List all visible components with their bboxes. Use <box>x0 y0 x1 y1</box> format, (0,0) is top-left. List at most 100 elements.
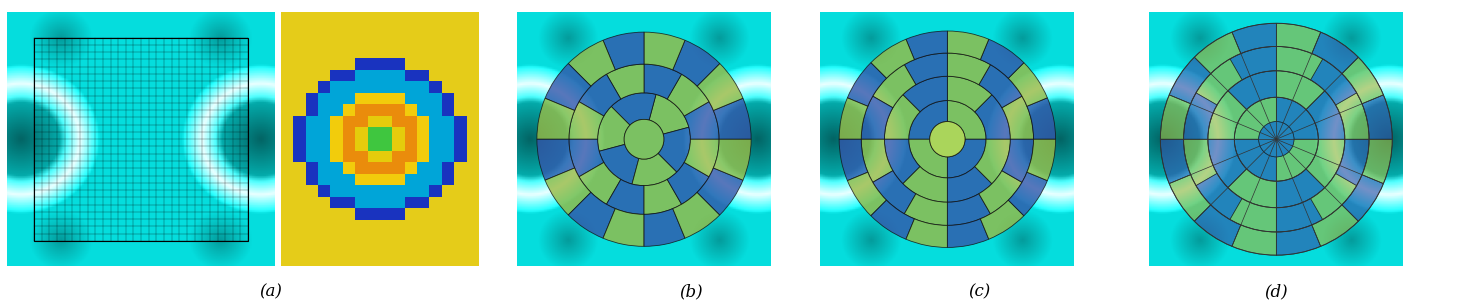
Wedge shape <box>909 101 947 139</box>
Wedge shape <box>1196 174 1243 220</box>
Wedge shape <box>684 139 719 177</box>
Wedge shape <box>975 139 1010 184</box>
Wedge shape <box>545 63 591 110</box>
Wedge shape <box>645 32 686 70</box>
Wedge shape <box>645 64 681 99</box>
Wedge shape <box>1170 57 1211 104</box>
Wedge shape <box>569 40 616 86</box>
Wedge shape <box>1276 97 1319 139</box>
Wedge shape <box>607 64 645 99</box>
Wedge shape <box>1230 47 1276 80</box>
Wedge shape <box>1194 32 1241 74</box>
Text: (b): (b) <box>680 283 703 300</box>
Wedge shape <box>1276 71 1325 110</box>
Wedge shape <box>871 200 914 239</box>
Wedge shape <box>905 194 947 225</box>
Wedge shape <box>947 76 991 112</box>
Wedge shape <box>673 40 719 86</box>
Text: (a): (a) <box>259 283 282 300</box>
Wedge shape <box>1228 71 1276 110</box>
Wedge shape <box>981 39 1023 78</box>
Wedge shape <box>848 63 886 106</box>
Wedge shape <box>871 39 914 78</box>
Wedge shape <box>1230 199 1276 232</box>
Wedge shape <box>848 172 886 216</box>
Wedge shape <box>947 194 990 225</box>
Wedge shape <box>1026 98 1056 139</box>
Wedge shape <box>697 168 743 215</box>
Wedge shape <box>906 219 947 248</box>
Wedge shape <box>1184 139 1216 186</box>
Wedge shape <box>1161 95 1190 139</box>
Wedge shape <box>645 209 686 246</box>
Wedge shape <box>569 192 616 238</box>
Bar <box>34 38 249 241</box>
Wedge shape <box>1001 139 1034 182</box>
Wedge shape <box>607 179 645 214</box>
Wedge shape <box>980 65 1022 108</box>
Wedge shape <box>537 139 575 180</box>
Wedge shape <box>713 98 751 139</box>
Wedge shape <box>645 179 681 214</box>
Wedge shape <box>632 153 677 186</box>
Wedge shape <box>1311 205 1358 246</box>
Wedge shape <box>598 106 630 151</box>
Wedge shape <box>861 96 893 139</box>
Wedge shape <box>1336 139 1368 186</box>
Wedge shape <box>1228 169 1276 208</box>
Wedge shape <box>1208 91 1247 139</box>
Wedge shape <box>1196 59 1243 105</box>
Circle shape <box>1259 121 1294 157</box>
Wedge shape <box>980 171 1022 214</box>
Circle shape <box>624 119 664 159</box>
Wedge shape <box>1009 63 1047 106</box>
Wedge shape <box>1232 225 1276 255</box>
Wedge shape <box>684 102 719 139</box>
Wedge shape <box>861 139 893 182</box>
Wedge shape <box>904 166 947 202</box>
Wedge shape <box>1306 91 1345 139</box>
Wedge shape <box>885 139 920 184</box>
Wedge shape <box>975 95 1010 139</box>
Wedge shape <box>1001 96 1034 139</box>
Circle shape <box>930 121 965 157</box>
Wedge shape <box>1276 225 1320 255</box>
Wedge shape <box>1363 95 1392 139</box>
Wedge shape <box>537 98 575 139</box>
Wedge shape <box>1184 93 1216 139</box>
Text: (d): (d) <box>1265 283 1288 300</box>
Text: (c): (c) <box>968 283 991 300</box>
Wedge shape <box>947 31 988 60</box>
Wedge shape <box>599 144 639 184</box>
Wedge shape <box>1342 57 1383 104</box>
Wedge shape <box>579 162 621 204</box>
Wedge shape <box>1311 32 1358 74</box>
Wedge shape <box>569 139 604 177</box>
Wedge shape <box>1276 47 1323 80</box>
Wedge shape <box>649 95 689 134</box>
Wedge shape <box>904 76 947 112</box>
Wedge shape <box>873 171 915 214</box>
Wedge shape <box>906 31 947 60</box>
Wedge shape <box>1234 139 1276 181</box>
Wedge shape <box>545 168 591 215</box>
Wedge shape <box>1194 205 1241 246</box>
Wedge shape <box>981 200 1023 239</box>
Wedge shape <box>947 139 985 178</box>
Wedge shape <box>947 101 985 139</box>
Wedge shape <box>1170 175 1211 221</box>
Wedge shape <box>1276 139 1319 181</box>
Wedge shape <box>1208 139 1247 188</box>
Wedge shape <box>909 139 947 178</box>
Wedge shape <box>1363 139 1392 184</box>
Wedge shape <box>1336 93 1368 139</box>
Wedge shape <box>905 53 947 85</box>
Wedge shape <box>873 65 915 108</box>
Wedge shape <box>1234 97 1276 139</box>
Wedge shape <box>1310 174 1357 220</box>
Wedge shape <box>602 32 645 70</box>
Wedge shape <box>579 74 621 116</box>
Wedge shape <box>1342 175 1383 221</box>
Wedge shape <box>667 74 709 116</box>
Wedge shape <box>1161 139 1190 184</box>
